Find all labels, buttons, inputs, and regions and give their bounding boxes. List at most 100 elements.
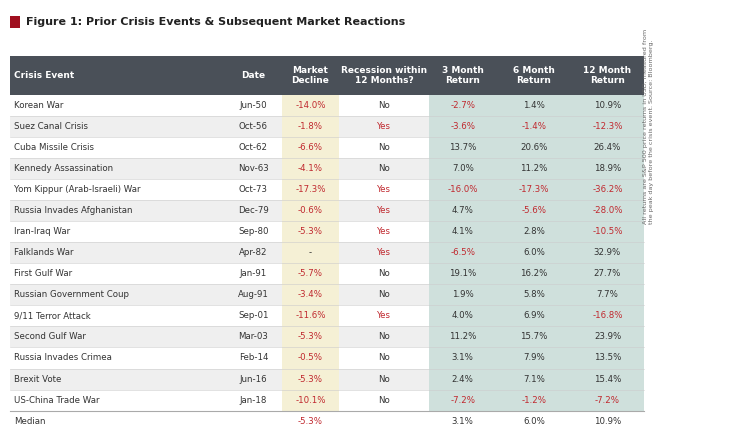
Text: -5.3%: -5.3% bbox=[298, 227, 323, 236]
Bar bbox=[282, 305, 339, 326]
Text: 11.2%: 11.2% bbox=[520, 164, 548, 173]
Text: Sep-01: Sep-01 bbox=[238, 311, 268, 320]
Bar bbox=[339, 137, 429, 158]
Text: -5.3%: -5.3% bbox=[298, 332, 323, 341]
Text: Nov-63: Nov-63 bbox=[238, 164, 268, 173]
Bar bbox=[282, 158, 339, 179]
Text: Feb-14: Feb-14 bbox=[238, 353, 268, 362]
Bar bbox=[429, 242, 644, 263]
Text: US-China Trade War: US-China Trade War bbox=[14, 396, 100, 405]
Bar bbox=[339, 200, 429, 221]
Text: Apr-82: Apr-82 bbox=[239, 248, 268, 257]
Text: Yes: Yes bbox=[377, 122, 391, 131]
Text: -0.5%: -0.5% bbox=[298, 353, 323, 362]
Text: Russia Invades Afghanistan: Russia Invades Afghanistan bbox=[14, 206, 133, 215]
Text: Oct-56: Oct-56 bbox=[239, 122, 268, 131]
Text: 6.9%: 6.9% bbox=[524, 311, 544, 320]
Text: Market
Decline: Market Decline bbox=[292, 65, 329, 85]
Text: Iran-Iraq War: Iran-Iraq War bbox=[14, 227, 70, 236]
Text: 6 Month
Return: 6 Month Return bbox=[513, 65, 555, 85]
Text: Russia Invades Crimea: Russia Invades Crimea bbox=[14, 353, 112, 362]
Text: 18.9%: 18.9% bbox=[594, 164, 621, 173]
Text: Kennedy Assassination: Kennedy Assassination bbox=[14, 164, 113, 173]
Text: Jun-16: Jun-16 bbox=[240, 375, 267, 384]
Bar bbox=[339, 326, 429, 347]
Text: 6.0%: 6.0% bbox=[523, 417, 545, 426]
Bar bbox=[282, 369, 339, 390]
Bar bbox=[10, 305, 282, 326]
Bar bbox=[10, 390, 282, 411]
Bar bbox=[10, 263, 282, 284]
Text: 2.8%: 2.8% bbox=[523, 227, 545, 236]
Text: 10.9%: 10.9% bbox=[594, 101, 621, 110]
Text: No: No bbox=[378, 290, 390, 299]
Text: 1.9%: 1.9% bbox=[452, 290, 474, 299]
Bar bbox=[339, 390, 429, 411]
Text: Crisis Event: Crisis Event bbox=[14, 71, 74, 80]
Text: 5.8%: 5.8% bbox=[523, 290, 545, 299]
Text: 19.1%: 19.1% bbox=[449, 269, 476, 278]
Bar bbox=[429, 305, 644, 326]
Bar bbox=[282, 200, 339, 221]
Text: -12.3%: -12.3% bbox=[592, 122, 622, 131]
Text: Median: Median bbox=[14, 417, 46, 426]
Text: Dec-79: Dec-79 bbox=[238, 206, 268, 215]
Text: Jan-91: Jan-91 bbox=[240, 269, 267, 278]
Text: No: No bbox=[378, 164, 390, 173]
Text: 4.0%: 4.0% bbox=[452, 311, 474, 320]
Text: Cuba Missile Crisis: Cuba Missile Crisis bbox=[14, 143, 94, 152]
Text: Mar-03: Mar-03 bbox=[238, 332, 268, 341]
Text: No: No bbox=[378, 143, 390, 152]
Text: Figure 1: Prior Crisis Events & Subsequent Market Reactions: Figure 1: Prior Crisis Events & Subseque… bbox=[26, 17, 405, 27]
Text: 20.6%: 20.6% bbox=[520, 143, 548, 152]
Bar bbox=[429, 158, 644, 179]
Bar bbox=[429, 347, 644, 369]
Text: Yes: Yes bbox=[377, 248, 391, 257]
Text: 1.4%: 1.4% bbox=[523, 101, 545, 110]
Bar bbox=[282, 284, 339, 305]
Text: 27.7%: 27.7% bbox=[594, 269, 621, 278]
Text: -10.1%: -10.1% bbox=[296, 396, 326, 405]
Text: Suez Canal Crisis: Suez Canal Crisis bbox=[14, 122, 88, 131]
Bar bbox=[10, 56, 644, 95]
Bar bbox=[339, 305, 429, 326]
Bar bbox=[10, 221, 282, 242]
Text: 3.1%: 3.1% bbox=[452, 353, 474, 362]
Bar bbox=[282, 221, 339, 242]
Text: Brexit Vote: Brexit Vote bbox=[14, 375, 62, 384]
Bar bbox=[10, 200, 282, 221]
Text: No: No bbox=[378, 396, 390, 405]
Bar bbox=[10, 16, 20, 28]
Text: 16.2%: 16.2% bbox=[520, 269, 548, 278]
Bar bbox=[339, 221, 429, 242]
Bar bbox=[10, 284, 282, 305]
Text: 7.1%: 7.1% bbox=[523, 375, 545, 384]
Text: No: No bbox=[378, 269, 390, 278]
Bar bbox=[282, 95, 339, 116]
Text: 13.7%: 13.7% bbox=[449, 143, 476, 152]
Text: No: No bbox=[378, 332, 390, 341]
Text: 9/11 Terror Attack: 9/11 Terror Attack bbox=[14, 311, 91, 320]
Text: -16.8%: -16.8% bbox=[592, 311, 622, 320]
Text: -1.4%: -1.4% bbox=[521, 122, 547, 131]
Text: -10.5%: -10.5% bbox=[592, 227, 622, 236]
Text: No: No bbox=[378, 101, 390, 110]
Bar bbox=[282, 347, 339, 369]
Bar bbox=[10, 137, 282, 158]
Text: Yom Kippur (Arab-Israeli) War: Yom Kippur (Arab-Israeli) War bbox=[14, 185, 141, 194]
Text: 13.5%: 13.5% bbox=[594, 353, 621, 362]
Text: -16.0%: -16.0% bbox=[448, 185, 478, 194]
Text: -5.3%: -5.3% bbox=[298, 375, 323, 384]
Bar bbox=[429, 369, 644, 390]
Bar bbox=[339, 263, 429, 284]
Text: 10.9%: 10.9% bbox=[594, 417, 621, 426]
Text: -7.2%: -7.2% bbox=[595, 396, 620, 405]
Text: -3.6%: -3.6% bbox=[450, 122, 476, 131]
Text: Russian Government Coup: Russian Government Coup bbox=[14, 290, 129, 299]
Text: Oct-62: Oct-62 bbox=[239, 143, 268, 152]
Text: 11.2%: 11.2% bbox=[449, 332, 476, 341]
Bar bbox=[282, 179, 339, 200]
Text: -28.0%: -28.0% bbox=[592, 206, 622, 215]
Bar bbox=[429, 390, 644, 411]
Bar bbox=[339, 369, 429, 390]
